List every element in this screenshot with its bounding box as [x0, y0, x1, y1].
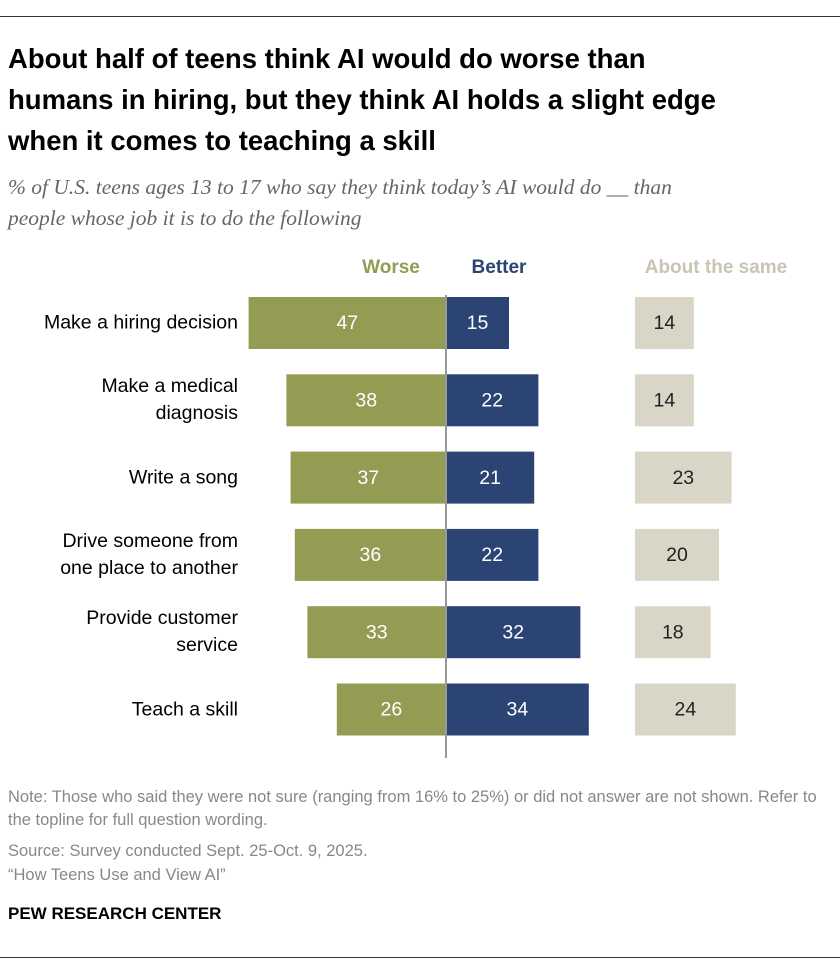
value-label: 20 — [666, 544, 688, 566]
bar — [446, 297, 509, 349]
bar — [248, 297, 446, 349]
bar — [635, 297, 694, 349]
category-label: Make a hiring decision — [43, 311, 238, 334]
bar — [336, 683, 446, 736]
value-label: 32 — [502, 621, 524, 643]
value-label: 47 — [336, 312, 358, 334]
value-label: 23 — [672, 467, 694, 489]
value-label: 33 — [366, 621, 388, 643]
legend-label: Better — [472, 257, 528, 278]
footer: PEW RESEARCH CENTER — [8, 904, 222, 923]
bar — [635, 374, 694, 427]
bar — [290, 451, 446, 504]
bar — [635, 528, 719, 581]
bar — [446, 528, 539, 581]
value-label: 22 — [481, 389, 503, 411]
value-label: 22 — [481, 544, 503, 566]
bar — [286, 374, 446, 427]
legend-label: About the same — [645, 257, 788, 278]
category-label: Provide customer service — [86, 607, 238, 657]
value-label: 36 — [360, 544, 382, 566]
value-label: 18 — [662, 621, 684, 643]
bar — [446, 683, 589, 736]
value-label: 15 — [467, 312, 489, 334]
category-label: Drive someone from one place to another — [60, 529, 238, 579]
chart-subtitle: % of U.S. teens ages 13 to 17 who say th… — [8, 175, 672, 230]
bar — [635, 683, 736, 736]
value-label: 37 — [357, 467, 379, 489]
source: Source: Survey conducted Sept. 25-Oct. 9… — [8, 842, 368, 860]
value-label: 34 — [507, 699, 529, 721]
legend-label: Worse — [362, 257, 420, 278]
category-label: Write a song — [128, 466, 238, 489]
category-label: Teach a skill — [131, 698, 238, 720]
chart-title: About half of teens think AI would do wo… — [8, 43, 716, 156]
bar — [294, 528, 446, 581]
value-label: 38 — [355, 389, 377, 411]
value-label: 14 — [654, 312, 676, 334]
value-label: 24 — [675, 699, 697, 721]
value-label: 14 — [654, 389, 676, 411]
bar — [446, 606, 581, 659]
value-label: 21 — [479, 467, 501, 489]
bar — [307, 606, 446, 659]
bar — [635, 451, 732, 504]
bar — [635, 606, 711, 659]
value-label: 26 — [381, 699, 403, 721]
report: “How Teens Use and View AI” — [8, 866, 226, 884]
bar — [446, 451, 535, 504]
bar — [446, 374, 539, 427]
note: Note: Those who said they were not sure … — [8, 788, 817, 829]
category-label: Make a medical diagnosis — [101, 375, 238, 425]
